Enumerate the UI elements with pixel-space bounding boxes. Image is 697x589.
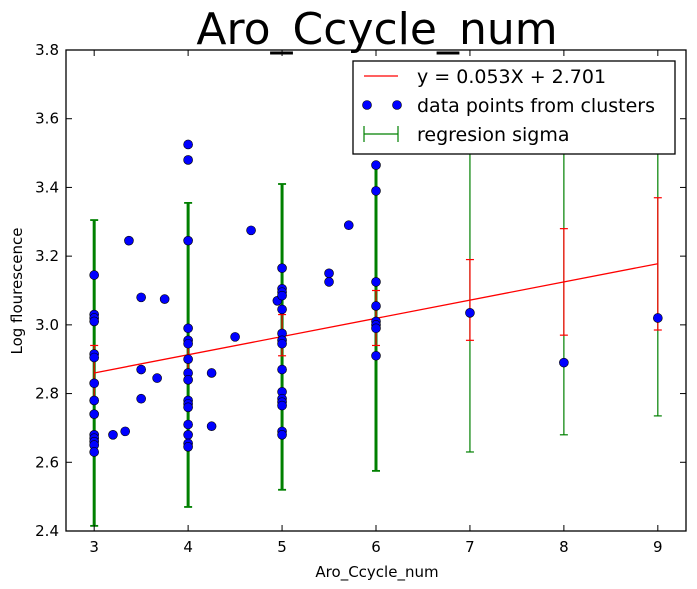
data-point-46 (277, 290, 287, 301)
data-point-67 (371, 323, 381, 334)
y-tick-label-3: 3.0 (35, 316, 59, 334)
regression-error-bar-6 (653, 197, 662, 331)
data-point-18 (136, 364, 146, 375)
y-tick-label-6: 3.6 (35, 110, 59, 128)
x-tick-label-1: 4 (183, 538, 193, 556)
data-point-38 (206, 368, 217, 378)
data-point-23 (183, 155, 193, 165)
data-point-50 (277, 338, 287, 349)
x-tick-label-3: 6 (371, 538, 381, 556)
x-axis-label: Aro_Ccycle_num (315, 563, 438, 582)
legend-points-marker-right (392, 100, 402, 110)
y-tick-label-2: 2.8 (35, 385, 59, 403)
data-point-51 (277, 364, 287, 375)
data-point-15 (120, 426, 130, 437)
y-tick-label-5: 3.4 (35, 178, 59, 196)
data-point-68 (371, 350, 381, 361)
x-tick-label-0: 3 (89, 538, 99, 556)
data-point-27 (183, 338, 193, 349)
data-point-16 (124, 235, 134, 246)
regression-error-bar-4 (465, 258, 474, 341)
y-axis-label: Log flourescence (8, 227, 26, 354)
legend-box (352, 60, 676, 155)
data-point-13 (89, 447, 99, 457)
x-tick-label-5: 8 (559, 538, 569, 556)
data-point-62 (371, 186, 381, 196)
plot-content (89, 109, 663, 527)
data-point-57 (277, 429, 287, 440)
data-point-0 (89, 270, 99, 280)
x-tick-label-6: 9 (653, 538, 663, 556)
data-point-21 (159, 294, 170, 304)
data-point-71 (653, 313, 663, 323)
plot-inner (89, 109, 663, 527)
data-point-7 (89, 395, 99, 406)
legend-points-marker-left (362, 100, 372, 110)
y-tick-label-4: 3.2 (35, 247, 59, 265)
data-point-41 (246, 225, 256, 236)
x-tick-label-2: 5 (277, 538, 287, 556)
regression-error-bar-5 (559, 228, 568, 336)
data-point-20 (152, 373, 162, 383)
data-point-37 (183, 442, 193, 452)
data-point-3 (89, 316, 99, 327)
data-point-25 (183, 323, 193, 334)
data-point-39 (206, 421, 217, 432)
data-point-58 (324, 268, 334, 279)
data-point-24 (183, 235, 193, 246)
data-point-30 (183, 375, 193, 385)
data-point-63 (371, 277, 381, 287)
data-point-43 (277, 263, 287, 273)
legend-sigma-swatch (363, 126, 399, 142)
y-tick-label-1: 2.6 (35, 453, 59, 471)
data-point-17 (136, 292, 146, 303)
data-point-69 (465, 308, 475, 318)
legend-points-label: data points from clusters (417, 95, 655, 117)
data-point-35 (183, 429, 193, 440)
data-point-60 (343, 220, 354, 231)
y-tick-label-7: 3.8 (35, 41, 59, 59)
y-tick-label-0: 2.4 (35, 522, 59, 540)
x-tick-label-4: 7 (465, 538, 475, 556)
axes: 3 4 5 6 7 8 9 2.4 2.6 2.8 3.0 3.2 3.4 3.6 3.8 (35, 41, 686, 556)
data-point-64 (371, 301, 381, 311)
data-point-14 (108, 429, 118, 440)
legend-sigma-label: regresion sigma (417, 124, 570, 146)
data-point-59 (324, 277, 334, 287)
data-point-6 (89, 378, 99, 389)
data-point-40 (230, 332, 240, 342)
legend: y = 0.053X + 2.701 data points from clus… (352, 60, 676, 155)
data-point-19 (136, 393, 146, 404)
legend-fit-label: y = 0.053X + 2.701 (417, 66, 606, 88)
data-point-61 (371, 160, 381, 170)
data-point-8 (89, 409, 99, 419)
data-point-28 (183, 354, 193, 365)
data-point-34 (183, 419, 193, 430)
data-point-22 (183, 139, 193, 150)
data-point-5 (89, 352, 99, 363)
data-point-47 (277, 304, 287, 315)
data-point-33 (183, 402, 193, 413)
data-point-55 (277, 400, 287, 411)
data-point-70 (559, 357, 569, 368)
chart-title: Aro_Ccycle_num (196, 4, 557, 55)
